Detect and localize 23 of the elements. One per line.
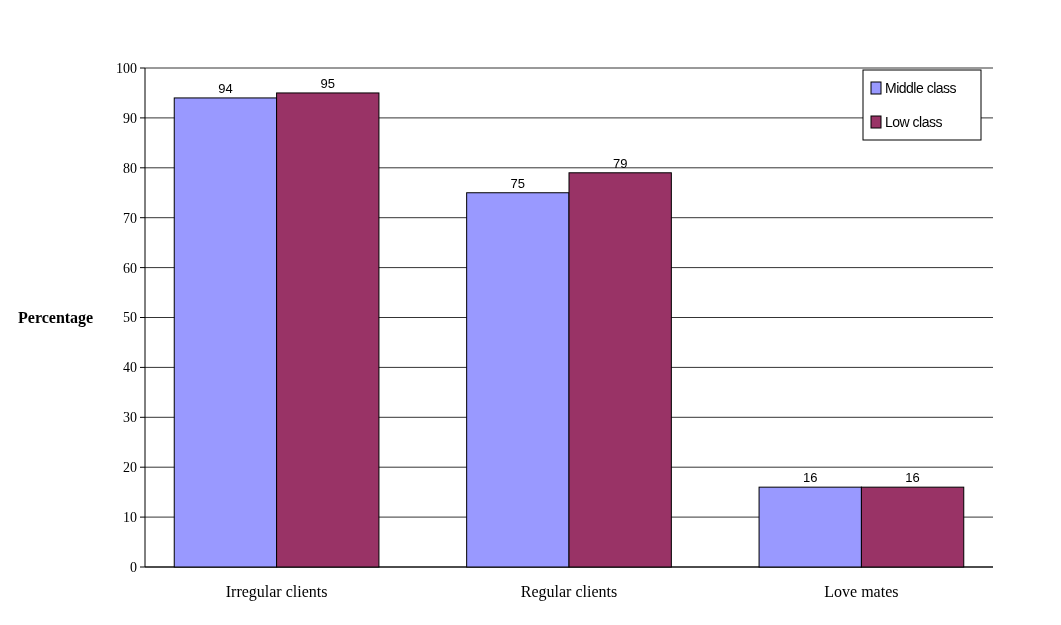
legend-label: Middle class xyxy=(885,79,957,96)
data-label: 75 xyxy=(510,175,526,191)
y-tick-label: 80 xyxy=(123,160,137,176)
legend-label: Low class xyxy=(885,113,943,130)
x-tick-label: Love mates xyxy=(824,583,899,600)
y-tick-label: 90 xyxy=(123,110,137,126)
data-label: 16 xyxy=(905,470,920,486)
y-tick-label: 20 xyxy=(123,460,137,476)
y-tick-label: 100 xyxy=(116,60,137,76)
x-tick-label: Irregular clients xyxy=(225,583,328,601)
y-tick-label: 40 xyxy=(123,360,137,376)
y-tick-label: 60 xyxy=(123,260,137,276)
data-label: 94 xyxy=(218,80,233,96)
data-label: 16 xyxy=(803,470,818,486)
y-axis-title: Percentage xyxy=(18,309,94,328)
y-tick-label: 10 xyxy=(123,510,137,525)
data-label: 95 xyxy=(320,75,335,91)
y-tick-label: 0 xyxy=(130,559,137,575)
x-tick-label: Regular clients xyxy=(520,583,618,601)
y-tick-label: 30 xyxy=(123,410,137,426)
y-tick-label: 50 xyxy=(123,310,137,326)
data-label: 79 xyxy=(612,155,628,171)
y-tick-label: 70 xyxy=(123,210,137,226)
